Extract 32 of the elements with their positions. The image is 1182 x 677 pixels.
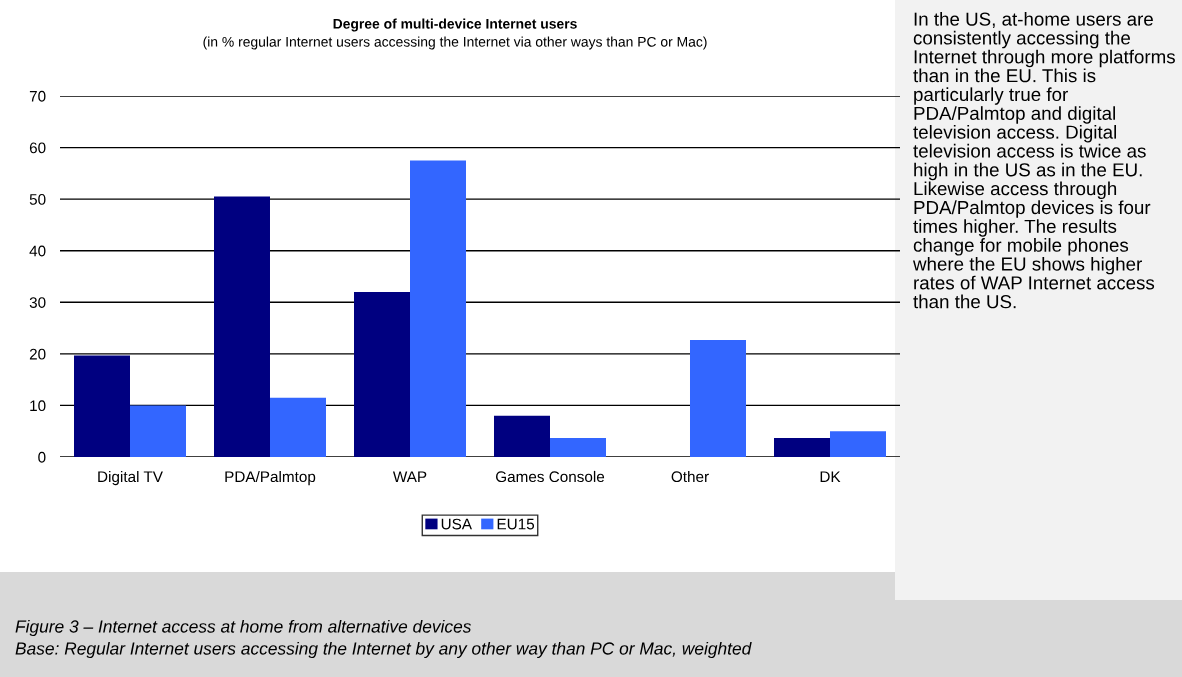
y-tick-label: 20 — [29, 348, 46, 360]
y-tick-label: 60 — [29, 142, 46, 154]
chart-title: Degree of multi-device Internet users — [333, 18, 577, 32]
x-tick-label: PDA/Palmtop — [225, 470, 316, 486]
y-tick-label: 0 — [38, 451, 46, 463]
bar — [410, 160, 466, 457]
legend-label: USA — [441, 518, 472, 530]
x-tick-label: Other — [671, 470, 709, 483]
bar — [774, 437, 830, 457]
text: Base: Regular Internet users accessing the Internet by any other way than PC or Mac, weighted — [15, 641, 752, 659]
bar — [830, 431, 886, 457]
caption: Figure 3 – Internet access at home from alternative devices — [15, 619, 472, 637]
bar — [690, 339, 746, 457]
bar — [354, 291, 410, 457]
x-tick-label: Games Console — [496, 470, 605, 483]
bar — [270, 397, 326, 457]
legend-label: EU15 — [497, 518, 535, 530]
bar — [214, 196, 270, 457]
chart-subtitle: (in % regular Internet users accessing the Internet via other ways than PC or Mac) — [203, 36, 707, 50]
bar — [494, 415, 550, 457]
bar — [74, 355, 130, 457]
y-tick-label: 40 — [29, 245, 46, 257]
y-tick-label: 30 — [29, 297, 46, 308]
bar — [550, 437, 606, 457]
y-tick-label: 50 — [29, 194, 46, 205]
x-tick-label: DK — [820, 471, 841, 482]
text: In the US, at-home users are consistently accessing the Internet through more platforms than in the EU. This is particularly true for PDA/Palmtop and digital television access. Digital television access is twice as high in the US as in the EU. Likewise access through PDA/Palmtop devices is four times higher. The results change for mobile phones where the EU shows higher rates of WAP Internet access than the US. — [912, 12, 1175, 309]
x-tick-label: Digital TV — [98, 470, 163, 486]
y-tick-label: 10 — [30, 400, 46, 412]
bar — [130, 405, 186, 457]
x-tick-label: WAP — [392, 471, 427, 482]
y-tick-label: 70 — [29, 90, 46, 102]
